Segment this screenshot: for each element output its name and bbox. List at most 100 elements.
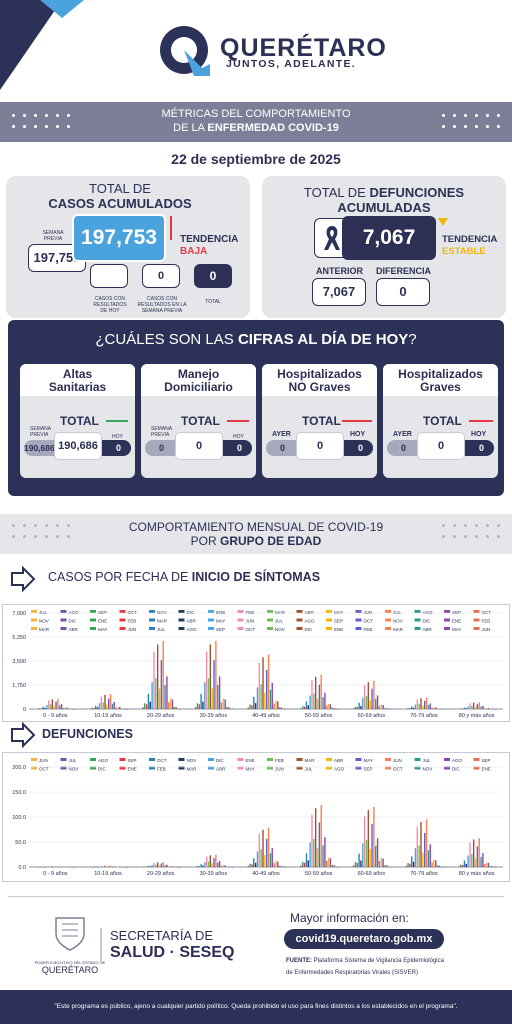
bar [49,866,52,868]
bar [215,640,217,709]
bar [49,704,52,709]
bar [51,699,54,709]
arrow-right-outline-icon [11,722,36,748]
bar [313,838,315,867]
bar [367,810,370,867]
x-tick-label: 60-69 años [358,713,386,719]
arrow-right-icon [227,420,249,422]
legend-label: JUL [423,758,431,763]
bar [177,866,179,868]
bar [275,700,277,709]
bar [405,708,407,710]
bar [209,644,212,709]
bar [158,688,161,709]
bar [271,848,273,867]
legend-label: AGO [98,758,109,763]
queretaro-logo-icon [160,26,210,76]
bar [356,862,358,867]
legend-label: ABR [305,610,315,615]
info-url-link[interactable]: covid19.queretaro.gob.mx [284,929,444,949]
bar [463,860,466,867]
report-date: 22 de septiembre de 2025 [171,151,341,167]
legend-swatch [473,627,480,630]
legend-label: NOV [39,619,49,624]
bar [476,846,479,867]
legend-swatch [444,618,450,622]
legend-label: OCT [128,610,138,615]
legend-swatch [90,758,96,761]
legend-label: MAY [216,619,225,624]
bar [376,838,379,867]
bar [277,861,279,867]
legend-swatch [414,758,421,761]
y-tick-label: 5,250 [12,635,26,641]
bar [429,703,431,709]
legend-label: JUN [482,627,491,632]
bar [64,707,66,709]
bar [373,806,375,867]
y-tick-label: 150.0 [12,790,26,796]
bar [173,706,176,709]
bar [327,703,330,709]
bar [256,851,259,867]
bar [378,861,381,867]
cases-chart-title: CASOS POR FECHA DE INICIO DE SÍNTOMAS [48,570,321,584]
deaths-chart-svg: JUN JUL AGO SEP OCT NOV DIC ENE FEB MAR ABR MAY JUN J… [12,758,503,877]
bar [205,856,208,867]
legend-label: OCT [157,758,167,763]
legend-swatch [326,627,332,630]
bar [120,866,123,868]
bar [422,852,424,867]
bar [160,660,163,709]
bar [155,678,157,709]
legend-swatch [355,627,362,630]
bar [102,702,104,709]
legend-label: ENE [216,610,225,615]
bar [307,705,309,709]
bar [155,864,157,867]
legend-label: JUN [364,610,373,615]
bar [145,866,148,868]
legend-label: NOV [157,610,167,615]
bar [386,708,388,709]
bar [193,708,195,710]
arrow-up-icon [106,420,128,422]
bar [495,708,497,710]
bar [251,864,253,867]
bar [316,848,319,867]
bar [260,684,262,709]
bar [119,866,121,868]
legend-swatch [414,766,421,770]
bar [460,708,462,709]
bar [140,708,142,710]
legend-swatch [296,758,303,761]
legend-label: NOV [275,627,285,632]
legend-swatch [119,766,126,770]
bar [168,866,170,868]
bar [303,862,306,867]
bar [365,839,368,867]
today-card-hosp-no-graves: Hospitalizados NO Graves TOTAL AYER HOY 0… [262,364,377,478]
bar [461,708,464,710]
bar [62,866,65,868]
bar [153,651,155,709]
bar [109,865,112,867]
bar [435,707,437,709]
bar [258,663,261,709]
bar [57,866,59,867]
legend-swatch [31,627,37,630]
legend-swatch [90,618,96,622]
bar [57,698,59,709]
bar [53,866,55,868]
bar [111,866,114,868]
legend-label: ABR [187,619,197,624]
bar [412,861,415,867]
legend-swatch [208,627,214,630]
deaths-chart-title: DEFUNCIONES [42,727,133,741]
bar [389,866,392,868]
bar [207,678,210,709]
bar [209,855,212,867]
bar [117,866,119,868]
bar [204,862,206,867]
legend-label: NOV [423,767,433,772]
